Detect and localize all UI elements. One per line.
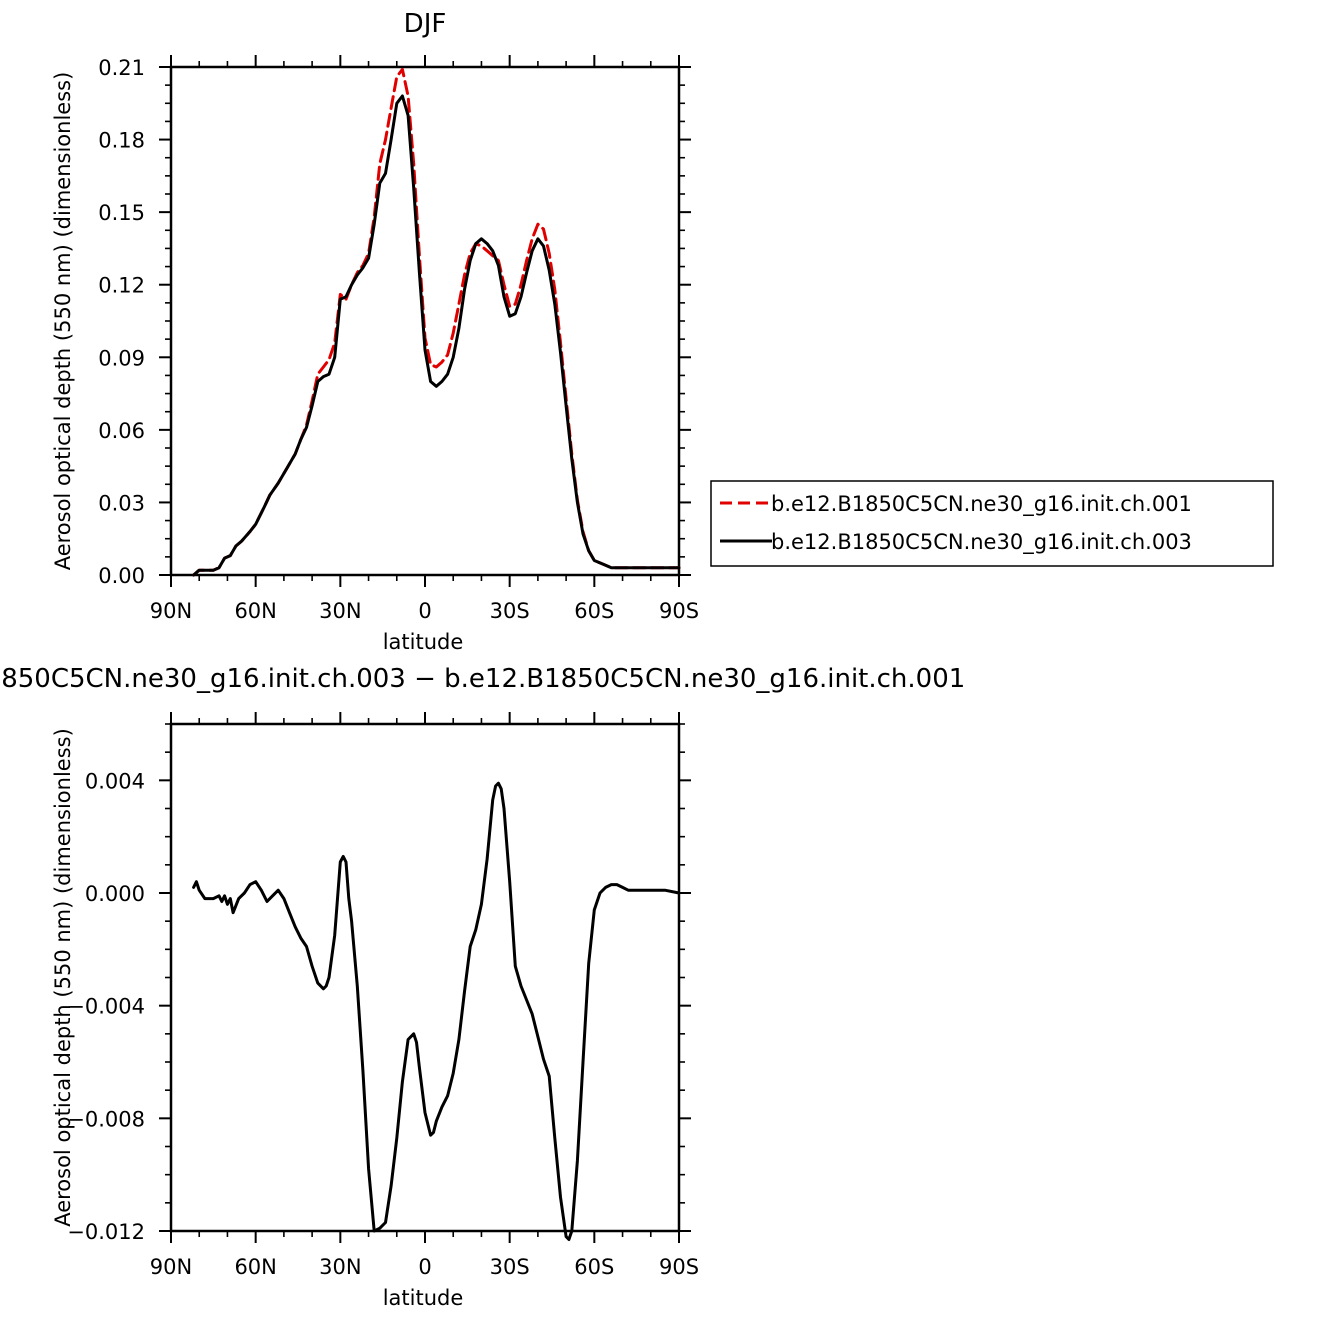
legend-label-2: b.e12.B1850C5CN.ne30_g16.init.ch.003 xyxy=(771,530,1192,555)
x-tick-label: 60N xyxy=(234,1255,276,1279)
legend-box xyxy=(710,480,1274,567)
x-tick-label: 90N xyxy=(150,599,192,623)
x-tick-label: 60N xyxy=(234,599,276,623)
x-tick-label: 30S xyxy=(490,599,530,623)
chart-title: b.e12.B1850C5CN.ne30_g16.init.ch.003 − b… xyxy=(0,664,965,694)
y-tick-label: 0.21 xyxy=(98,56,145,80)
bottom-panel: 90N 60N 30N 0 30S 60S 90S −0.012 −0.008 −0.004 0.0… xyxy=(0,664,965,1310)
y-axis-title: Aerosol optical depth (550 nm) (dimensio… xyxy=(51,728,75,1227)
x-tick-label: 60S xyxy=(574,599,614,623)
series-line-2 xyxy=(192,94,681,577)
x-tick-label: 0 xyxy=(418,1255,431,1279)
y-tick-label: −0.012 xyxy=(67,1220,145,1244)
y-tick-label: 0.09 xyxy=(98,346,145,370)
x-tick-label: 90S xyxy=(659,1255,699,1279)
y-tick-label: 0.12 xyxy=(98,274,145,298)
y-tick-label: 0.000 xyxy=(85,882,145,906)
x-tick-label: 60S xyxy=(574,1255,614,1279)
y-tick-label: 0.004 xyxy=(85,769,145,793)
y-tick-label: 0.00 xyxy=(98,564,145,588)
y-tick-label: −0.008 xyxy=(67,1107,145,1131)
y-tick-label: 0.15 xyxy=(98,201,145,225)
x-tick-label: 30N xyxy=(319,599,361,623)
x-tick-label: 90N xyxy=(150,1255,192,1279)
y-axis-title: Aerosol optical depth (550 nm) (dimensio… xyxy=(51,72,75,571)
plot-frame xyxy=(169,722,681,1233)
series-line-1 xyxy=(192,781,681,1241)
x-axis-title: latitude xyxy=(383,1286,464,1310)
x-tick-label: 0 xyxy=(418,599,431,623)
y-tick-label: 0.18 xyxy=(98,129,145,153)
x-tick-label: 30S xyxy=(490,1255,530,1279)
chart-title: DJF xyxy=(404,9,447,39)
x-tick-label: 90S xyxy=(659,599,699,623)
legend-label-1: b.e12.B1850C5CN.ne30_g16.init.ch.001 xyxy=(771,492,1192,517)
y-tick-label: 0.06 xyxy=(98,419,145,443)
y-tick-label: −0.004 xyxy=(67,995,145,1019)
x-axis-title: latitude xyxy=(383,630,464,654)
legend: b.e12.B1850C5CN.ne30_g16.init.ch.001 b.e1… xyxy=(710,480,1274,567)
y-tick-label: 0.03 xyxy=(98,491,145,515)
top-panel: 90N 60N 30N 0 30S 60S 90S 0.00 0.03 0.06 0.09 0.12 0… xyxy=(51,9,699,654)
x-tick-label: 30N xyxy=(319,1255,361,1279)
